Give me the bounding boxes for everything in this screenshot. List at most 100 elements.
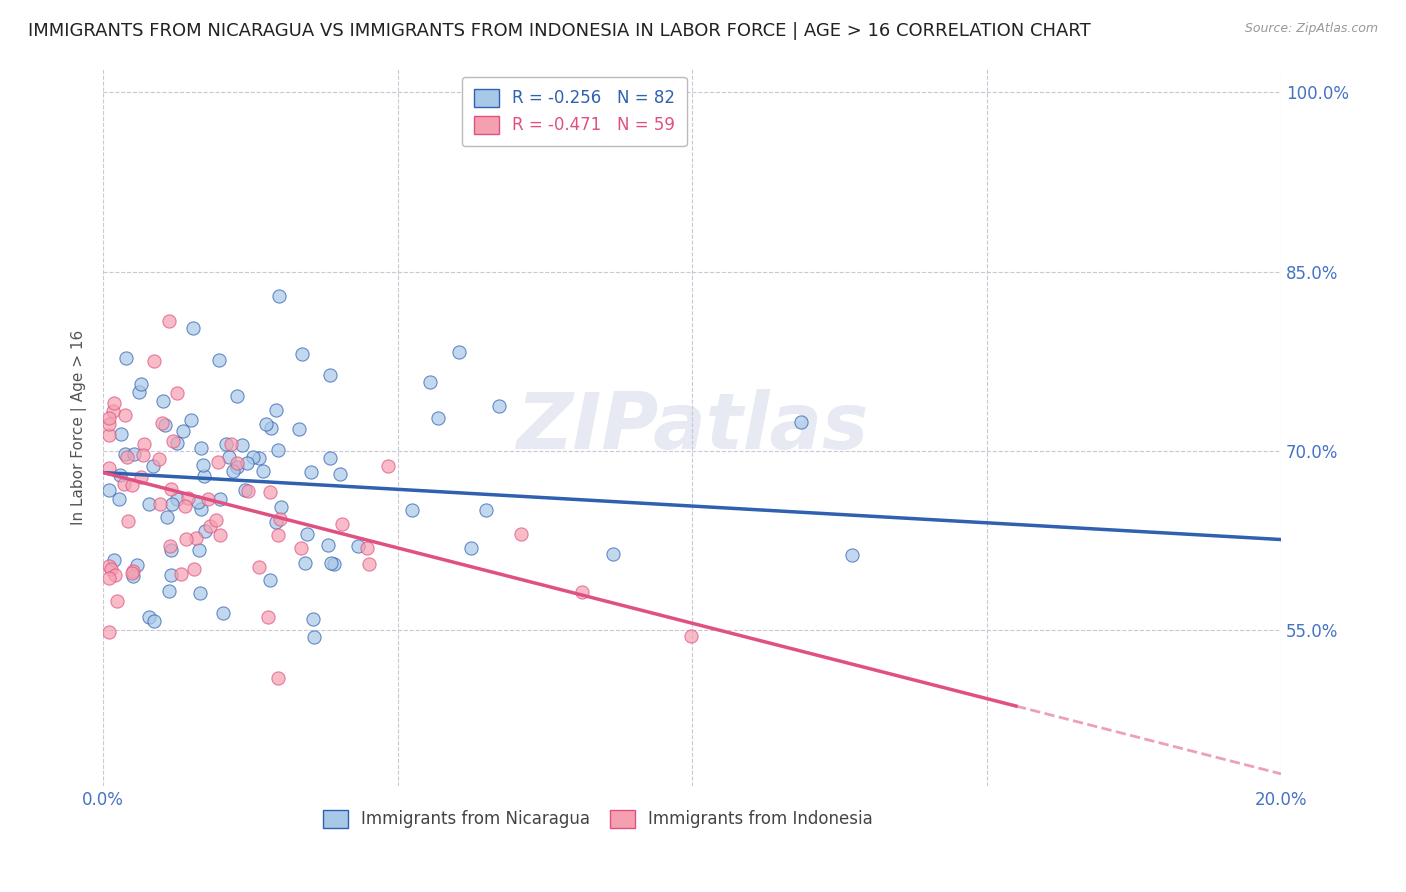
Point — [110, 468, 132, 483]
Point — [134, 437, 156, 451]
Point — [98, 417, 121, 432]
Point — [160, 482, 183, 496]
Point — [302, 630, 325, 644]
Point — [197, 492, 219, 507]
Point — [149, 497, 172, 511]
Point — [318, 451, 340, 466]
Point — [183, 562, 205, 576]
Point — [266, 515, 288, 529]
Point — [207, 455, 229, 469]
Point — [208, 491, 231, 506]
Point — [191, 458, 214, 473]
Point — [247, 451, 270, 466]
Point — [190, 586, 212, 600]
Point — [104, 568, 127, 582]
Point — [100, 562, 122, 576]
Point — [157, 314, 180, 328]
Point — [841, 548, 863, 562]
Point — [291, 347, 314, 361]
Legend: Immigrants from Nicaragua, Immigrants from Indonesia: Immigrants from Nicaragua, Immigrants fr… — [316, 803, 880, 835]
Point — [98, 572, 121, 586]
Point — [141, 458, 163, 473]
Point — [103, 395, 125, 409]
Point — [98, 428, 121, 442]
Point — [269, 289, 291, 303]
Point — [153, 417, 176, 432]
Point — [267, 671, 290, 685]
Point — [162, 434, 184, 448]
Point — [181, 321, 204, 335]
Point — [319, 368, 342, 382]
Point — [131, 469, 153, 483]
Point — [226, 389, 249, 403]
Point — [294, 556, 316, 570]
Point — [117, 514, 139, 528]
Point — [114, 408, 136, 422]
Point — [166, 435, 188, 450]
Point — [114, 477, 136, 491]
Point — [180, 412, 202, 426]
Point — [247, 560, 270, 574]
Point — [177, 491, 200, 505]
Point — [131, 376, 153, 391]
Point — [256, 609, 278, 624]
Point — [159, 567, 181, 582]
Point — [105, 594, 128, 608]
Point — [159, 539, 181, 553]
Point — [115, 450, 138, 464]
Point — [316, 538, 339, 552]
Point — [103, 404, 125, 418]
Point — [290, 541, 312, 555]
Point — [357, 557, 380, 571]
Point — [322, 557, 344, 571]
Point — [264, 402, 287, 417]
Point — [226, 460, 249, 475]
Point — [187, 495, 209, 509]
Point — [190, 501, 212, 516]
Point — [150, 416, 173, 430]
Point — [287, 422, 309, 436]
Point — [184, 531, 207, 545]
Point — [330, 516, 353, 531]
Point — [267, 528, 290, 542]
Point — [132, 448, 155, 462]
Point — [252, 464, 274, 478]
Point — [226, 456, 249, 470]
Point — [98, 483, 121, 497]
Point — [174, 499, 197, 513]
Point — [447, 345, 470, 359]
Point — [269, 511, 291, 525]
Point — [193, 468, 215, 483]
Point — [110, 426, 132, 441]
Point — [401, 502, 423, 516]
Point — [114, 447, 136, 461]
Text: ZIPatlas: ZIPatlas — [516, 389, 869, 465]
Text: Source: ZipAtlas.com: Source: ZipAtlas.com — [1244, 22, 1378, 36]
Point — [170, 567, 193, 582]
Point — [602, 547, 624, 561]
Point — [236, 484, 259, 499]
Point — [156, 509, 179, 524]
Point — [187, 542, 209, 557]
Point — [166, 385, 188, 400]
Point — [571, 584, 593, 599]
Point — [138, 610, 160, 624]
Point — [212, 606, 235, 620]
Point — [121, 568, 143, 582]
Point — [103, 553, 125, 567]
Point — [172, 424, 194, 438]
Point — [377, 459, 399, 474]
Point — [194, 524, 217, 538]
Point — [236, 456, 259, 470]
Point — [260, 421, 283, 435]
Point — [329, 467, 352, 482]
Point — [166, 492, 188, 507]
Y-axis label: In Labor Force | Age > 16: In Labor Force | Age > 16 — [72, 329, 87, 524]
Point — [233, 483, 256, 497]
Point — [98, 461, 121, 475]
Point — [219, 437, 242, 451]
Point — [157, 584, 180, 599]
Point — [242, 450, 264, 465]
Point — [302, 612, 325, 626]
Point — [319, 557, 342, 571]
